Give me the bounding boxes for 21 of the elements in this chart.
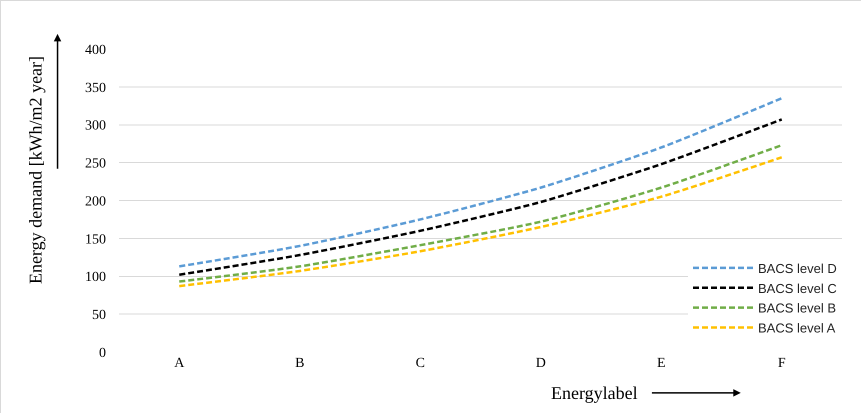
x-axis-title: Energylabel (551, 383, 638, 403)
x-tick-label: A (174, 356, 186, 371)
y-tick-label: 250 (85, 156, 106, 172)
legend-label: BACS level A (758, 320, 836, 336)
y-tick-label: 0 (99, 346, 106, 361)
y-tick-label: 350 (85, 80, 106, 96)
y-tick-label: 300 (85, 118, 106, 134)
y-axis-title: Energy demand [kWh/m2 year] (26, 56, 46, 284)
legend-label: BACS level D (758, 260, 837, 276)
x-tick-label: E (656, 356, 666, 371)
y-tick-label: 50 (92, 308, 106, 324)
y-tick-label: 400 (85, 42, 106, 58)
x-tick-label: B (295, 356, 304, 371)
y-tick-label: 100 (85, 270, 106, 286)
x-tick-label: F (778, 356, 786, 371)
legend-label: BACS level C (758, 280, 837, 296)
x-tick-label: C (416, 356, 425, 371)
legend-label: BACS level B (758, 300, 836, 316)
y-tick-label: 200 (85, 194, 106, 210)
y-tick-label: 150 (85, 232, 106, 248)
x-tick-label: D (536, 356, 546, 371)
